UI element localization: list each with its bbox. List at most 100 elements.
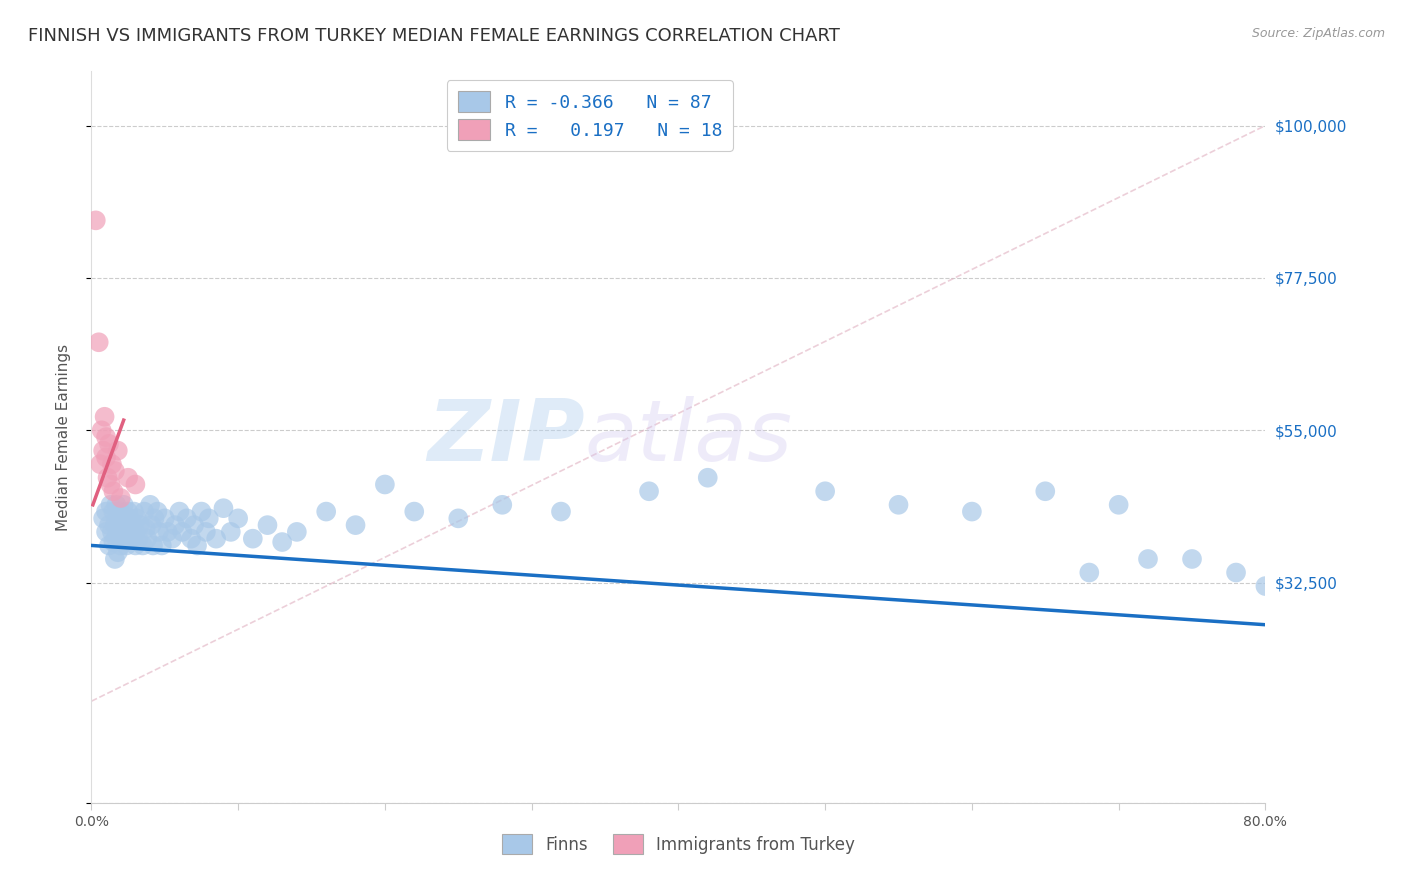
Point [98,538,121,552]
Point [110,505,132,519]
Point [132,538,155,552]
Point [176,511,198,525]
Point [153,511,176,525]
Point [180,532,202,546]
Point [103,484,125,499]
Point [374,477,396,491]
Point [226,511,249,525]
Point [93,409,115,424]
Point [194,524,217,539]
Point [103,505,125,519]
Point [90,423,112,437]
Point [117,524,139,539]
Point [242,532,264,546]
Point [124,477,146,491]
Point [219,524,242,539]
Point [315,505,337,519]
Legend: Finns, Immigrants from Turkey: Finns, Immigrants from Turkey [495,828,862,860]
Point [256,518,278,533]
Point [94,450,117,465]
Point [117,505,139,519]
Point [87,335,110,350]
Point [134,505,156,519]
Point [107,511,129,525]
Point [128,518,150,533]
Point [960,505,983,519]
Point [1225,566,1247,580]
Point [118,511,141,525]
Point [91,443,114,458]
Point [1108,498,1130,512]
Point [163,518,186,533]
Point [107,545,129,559]
Point [550,505,572,519]
Point [887,498,910,512]
Point [169,505,191,519]
Point [160,532,183,546]
Point [404,505,426,519]
Point [139,498,162,512]
Point [447,511,470,525]
Point [101,457,124,471]
Point [100,477,122,491]
Point [1284,572,1306,586]
Point [107,443,129,458]
Point [108,524,131,539]
Point [491,498,513,512]
Point [111,524,134,539]
Point [186,538,208,552]
Point [156,524,179,539]
Point [101,524,124,539]
Point [814,484,837,499]
Point [136,532,159,546]
Point [271,535,294,549]
Point [124,538,146,552]
Point [115,538,138,552]
Point [142,538,165,552]
Point [183,518,205,533]
Text: Source: ZipAtlas.com: Source: ZipAtlas.com [1251,27,1385,40]
Point [125,511,148,525]
Text: ZIP: ZIP [427,395,585,479]
Point [285,524,308,539]
Point [105,498,128,512]
Point [98,518,121,533]
Point [141,518,163,533]
Point [104,464,127,478]
Point [105,532,128,546]
Point [150,538,173,552]
Point [117,471,139,485]
Point [344,518,367,533]
Y-axis label: Median Female Earnings: Median Female Earnings [56,343,70,531]
Text: atlas: atlas [585,395,793,479]
Point [205,532,228,546]
Point [127,532,149,546]
Point [103,535,125,549]
Point [1254,579,1277,593]
Point [114,518,136,533]
Point [212,501,235,516]
Point [146,505,169,519]
Point [197,511,219,525]
Point [104,552,127,566]
Point [94,430,117,444]
Point [190,505,212,519]
Point [96,471,118,485]
Point [696,471,718,485]
Point [1181,552,1204,566]
Point [100,498,122,512]
Point [110,491,132,505]
Point [112,532,135,546]
Point [1078,566,1101,580]
Text: FINNISH VS IMMIGRANTS FROM TURKEY MEDIAN FEMALE EARNINGS CORRELATION CHART: FINNISH VS IMMIGRANTS FROM TURKEY MEDIAN… [28,27,839,45]
Point [121,518,143,533]
Point [112,498,135,512]
Point [124,524,146,539]
Point [94,524,117,539]
Point [638,484,661,499]
Point [1136,552,1159,566]
Point [98,437,121,451]
Point [135,521,157,535]
Point [1033,484,1056,499]
Point [89,457,111,471]
